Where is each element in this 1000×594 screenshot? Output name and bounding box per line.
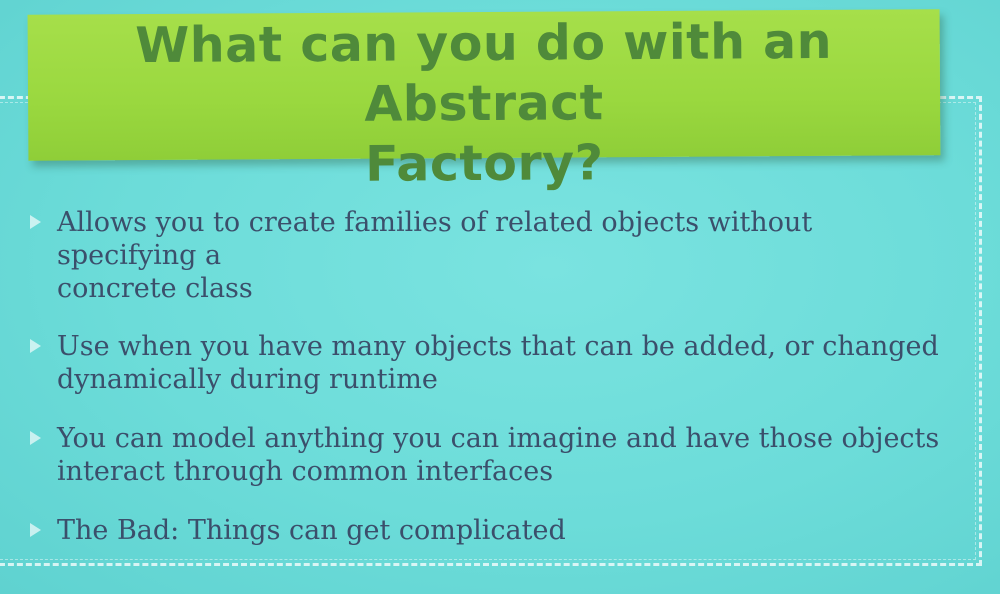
triangle-bullet-icon	[30, 523, 41, 537]
slide-title: What can you do with an Abstract Factory…	[27, 11, 940, 197]
bullet-text-line: Use when you have many objects that can …	[57, 331, 939, 362]
slide-title-line-2: Factory?	[365, 134, 604, 193]
bullet-item: The Bad: Things can get complicated	[30, 514, 950, 547]
bullet-item: You can model anything you can imagine a…	[30, 422, 950, 488]
triangle-bullet-icon	[30, 339, 41, 353]
slide-title-line-1: What can you do with an Abstract	[135, 12, 833, 133]
bullet-text-line: The Bad: Things can get complicated	[57, 515, 566, 546]
bullet-text-line: interact through common interfaces	[57, 456, 554, 487]
bullet-item: Allows you to create families of related…	[30, 206, 950, 305]
bullet-text-line: Allows you to create families of related…	[57, 207, 813, 271]
triangle-bullet-icon	[30, 431, 41, 445]
bullet-text-line: dynamically during runtime	[57, 364, 438, 395]
bullet-item: Use when you have many objects that can …	[30, 330, 950, 396]
bullet-text-line: You can model anything you can imagine a…	[57, 423, 940, 454]
triangle-bullet-icon	[30, 215, 41, 229]
bullet-text-line: concrete class	[57, 273, 253, 304]
bullet-list: Allows you to create families of related…	[30, 206, 950, 573]
